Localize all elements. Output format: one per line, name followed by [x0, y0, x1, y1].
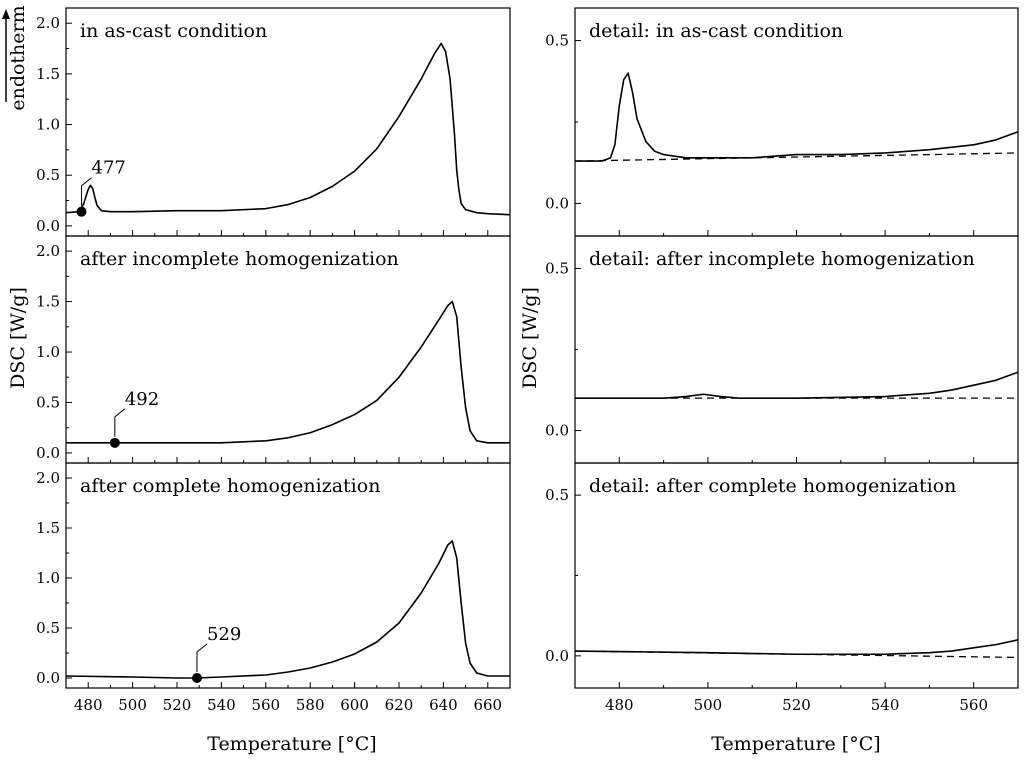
left-x-axis-label: Temperature [°C] — [207, 733, 376, 755]
y-tick-label: 1.0 — [36, 569, 60, 587]
panel-title: detail: after complete homogenization — [589, 475, 956, 497]
x-tick-label: 480 — [74, 696, 103, 714]
onset-marker — [76, 206, 87, 217]
y-tick-label: 0.0 — [36, 444, 60, 462]
y-tick-label: 1.5 — [36, 293, 60, 311]
y-tick-label: 0.0 — [36, 669, 60, 687]
x-tick-label: 520 — [782, 696, 811, 714]
onset-label: 477 — [92, 158, 126, 179]
panel-5: 0.0 0.5 detail: after incomplete homogeniz… — [545, 235, 1019, 464]
x-tick-label: 640 — [429, 696, 458, 714]
panel-title: in as-cast condition — [80, 20, 267, 42]
x-tick-label: 520 — [163, 696, 192, 714]
x-tick-label: 560 — [251, 696, 280, 714]
y-tick-label: 2.0 — [36, 469, 60, 487]
endotherm-label: endotherm — [7, 5, 29, 110]
panel-frame — [65, 7, 511, 237]
onset-callout-line — [81, 177, 92, 206]
y-tick-label: 0.5 — [36, 166, 60, 184]
y-tick-label: 0.0 — [545, 647, 569, 665]
x-tick-label: 660 — [473, 696, 502, 714]
y-tick-label: 1.5 — [36, 65, 60, 83]
x-tick-label: 500 — [118, 696, 147, 714]
y-tick-label: 2.0 — [36, 14, 60, 32]
x-tick-label: 480 — [605, 696, 634, 714]
onset-callout-line — [196, 643, 208, 672]
y-tick-label: 0.5 — [545, 32, 569, 50]
y-tick-label: 1.0 — [36, 116, 60, 134]
onset-callout-line — [114, 408, 126, 437]
panel-frame — [65, 235, 511, 464]
dsc-curve — [575, 72, 1019, 162]
panel-title: after incomplete homogenization — [80, 248, 399, 270]
plot-panels: 0.00.51.01.52.0 in as-cast condition4770.… — [36, 7, 1019, 714]
right-x-axis-label: Temperature [°C] — [711, 733, 880, 755]
x-tick-label: 500 — [694, 696, 723, 714]
x-tick-label: 580 — [296, 696, 325, 714]
left-y-axis-label: DSC [W/g] — [7, 287, 29, 389]
x-tick-label: 560 — [959, 696, 988, 714]
dsc-curve — [575, 371, 1019, 399]
baseline-line — [574, 650, 1019, 659]
panel-1: 0.0 0.5 1.0 1.5 2.0 in as-cast condition 477 — [36, 7, 511, 237]
figure-labels: Temperature [°C] Temperature [°C] DSC [W… — [2, 5, 881, 755]
panel-frame — [574, 7, 1019, 237]
panel-2: 0.0 0.5 1.0 1.5 2.0 after incomplete homogeni… — [36, 235, 511, 464]
y-tick-label: 1.5 — [36, 519, 60, 537]
y-tick-label: 0.5 — [36, 393, 60, 411]
x-tick-label: 620 — [385, 696, 414, 714]
x-tick-label: 600 — [340, 696, 369, 714]
onset-label: 492 — [125, 389, 159, 410]
y-tick-label: 0.5 — [545, 259, 569, 277]
y-tick-label: 0.5 — [545, 486, 569, 504]
onset-marker — [109, 437, 120, 448]
baseline-line — [574, 152, 1019, 162]
dsc-curve — [66, 300, 510, 444]
onset-label: 529 — [207, 624, 241, 645]
panel-6: 0.0 0.5 480 500 520 540 560 detail: after compl… — [545, 462, 1019, 714]
panel-title: detail: in as-cast condition — [589, 20, 843, 42]
panel-title: detail: after incomplete homogenization — [589, 248, 975, 270]
y-tick-label: 0.5 — [36, 619, 60, 637]
y-tick-label: 2.0 — [36, 242, 60, 260]
onset-marker — [191, 673, 202, 683]
right-y-axis-label: DSC [W/g] — [519, 287, 541, 389]
x-tick-label: 540 — [207, 696, 236, 714]
y-tick-label: 0.0 — [36, 217, 60, 235]
y-tick-label: 0.0 — [545, 194, 569, 212]
panel-title: after complete homogenization — [80, 475, 380, 497]
panel-4: 0.0 0.5 detail: in as-cast condition — [545, 7, 1019, 237]
endotherm-arrowhead-icon — [2, 9, 10, 19]
y-tick-label: 1.0 — [36, 343, 60, 361]
x-tick-label: 540 — [871, 696, 900, 714]
dsc-curve — [65, 42, 511, 216]
panel-frame — [574, 235, 1019, 464]
panel-3: 0.0 0.5 1.0 1.5 2.0 480 500 520 540 560 580 600 620 6… — [36, 462, 511, 714]
dsc-curve — [65, 540, 510, 679]
y-tick-label: 0.0 — [545, 422, 569, 440]
